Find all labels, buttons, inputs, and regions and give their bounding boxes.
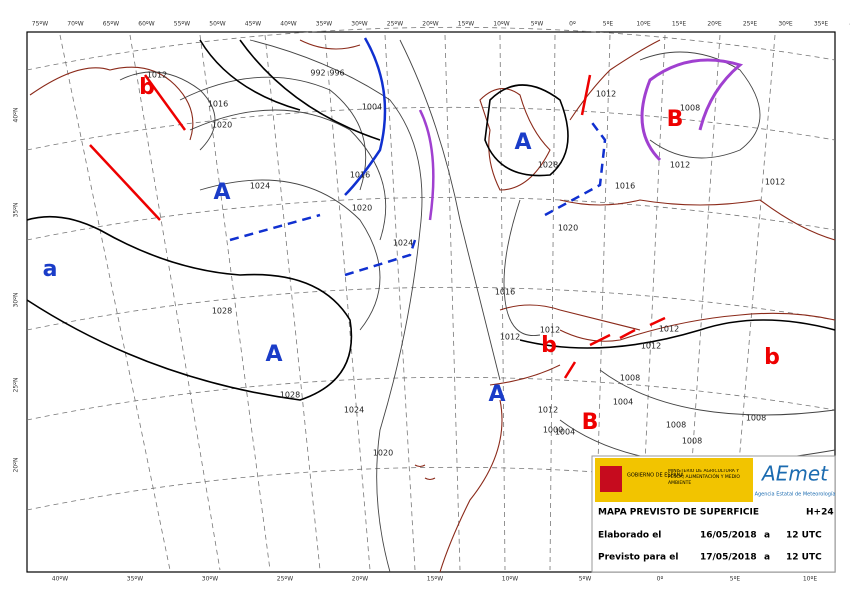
latitude: 35ºN xyxy=(13,203,20,218)
isobar-label: 1004 xyxy=(613,398,633,407)
info-box: GOBIERNO DE ESPAÑA MINISTERIO DE AGRICUL… xyxy=(592,456,835,572)
bottom-longitude: 30ºW xyxy=(202,576,218,583)
info-title: MAPA PREVISTO DE SUPERFICIE xyxy=(598,508,759,518)
top-longitude: 30ºE xyxy=(778,21,792,28)
isobar-label: 1020 xyxy=(558,224,578,233)
isobar-label: 1024 xyxy=(250,182,270,191)
isobar-label: 1020 xyxy=(352,204,372,213)
latitude: 20ºN xyxy=(13,458,20,473)
isobar-label: 1004 xyxy=(362,103,382,112)
isobar-label: 1012 xyxy=(659,325,679,334)
latitude: 40ºN xyxy=(13,108,20,123)
row-sep: a xyxy=(764,553,770,563)
top-longitude: 70ºW xyxy=(67,21,83,28)
bottom-longitude: 40ºW xyxy=(52,576,68,583)
bottom-longitude: 25ºW xyxy=(277,576,293,583)
isobar-label: 1024 xyxy=(393,239,413,248)
top-longitude: 20ºE xyxy=(707,21,721,28)
pressure-center: A xyxy=(213,180,230,205)
pressure-center: A xyxy=(514,130,531,155)
isobar-label: 1012 xyxy=(538,406,558,415)
top-longitude: 25ºE xyxy=(743,21,757,28)
top-longitude: 40ºW xyxy=(280,21,296,28)
isobar-label: 1008 xyxy=(680,104,700,113)
row-sep: a xyxy=(764,531,770,541)
top-longitude: 45ºW xyxy=(245,21,261,28)
top-longitude: 35ºW xyxy=(316,21,332,28)
top-longitude: 10ºE xyxy=(636,21,650,28)
bottom-longitude: 35ºW xyxy=(127,576,143,583)
isobar-label: 1028 xyxy=(212,307,232,316)
isobar-label: 1016 xyxy=(208,100,228,109)
isobar-label: 996 xyxy=(329,69,344,78)
isobar-label: 1012 xyxy=(147,71,167,80)
top-longitude: 10ºW xyxy=(493,21,509,28)
row-date: 16/05/2018 xyxy=(700,531,757,541)
isobar-label: 1016 xyxy=(350,171,370,180)
top-longitude: 75ºW xyxy=(32,21,48,28)
bottom-longitude: 5ºW xyxy=(579,576,592,583)
isobar-label: 1008 xyxy=(682,437,702,446)
isobar-label: 992 xyxy=(310,69,325,78)
isobar-label: 1024 xyxy=(344,406,364,415)
latitude: 25ºN xyxy=(13,378,20,393)
isobar-label: 1008 xyxy=(666,421,686,430)
isobar-label: 1016 xyxy=(495,288,515,297)
isobar-label: 1020 xyxy=(373,449,393,458)
row-label: Previsto para el xyxy=(598,553,678,563)
isobar-label: 1012 xyxy=(765,178,785,187)
pressure-center: b xyxy=(764,345,780,370)
top-longitude: 15ºE xyxy=(672,21,686,28)
ministry-box: MINISTERIO DE AGRICULTURA Y PESCA, ALIME… xyxy=(668,469,752,491)
top-longitude: 35ºE xyxy=(814,21,828,28)
row-time: 12 UTC xyxy=(786,553,822,563)
isobar-label: 1012 xyxy=(540,326,560,335)
bottom-longitude: 10ºW xyxy=(502,576,518,583)
top-longitude: 30ºW xyxy=(351,21,367,28)
pressure-center: A xyxy=(488,382,505,407)
bottom-longitude: 10ºE xyxy=(803,576,817,583)
pressure-center: a xyxy=(43,257,58,282)
coat-of-arms xyxy=(600,466,622,492)
agency-logo: AEmet xyxy=(760,462,829,486)
bottom-longitude: 15ºW xyxy=(427,576,443,583)
top-longitude: 65ºW xyxy=(103,21,119,28)
isobar-label: 1012 xyxy=(596,90,616,99)
pressure-center: B xyxy=(582,410,599,435)
top-longitude: 25ºW xyxy=(387,21,403,28)
isobar-label: 1016 xyxy=(615,182,635,191)
top-longitude: 20ºW xyxy=(422,21,438,28)
top-longitude: 55ºW xyxy=(174,21,190,28)
top-longitude: 0º xyxy=(569,21,576,28)
bottom-longitude: 5ºE xyxy=(730,576,741,583)
isobar-label: 1012 xyxy=(670,161,690,170)
top-longitude: 50ºW xyxy=(209,21,225,28)
bottom-longitude: 20ºW xyxy=(352,576,368,583)
top-longitude: 15ºW xyxy=(458,21,474,28)
lead-time: H+24 xyxy=(806,508,834,518)
latitude: 30ºN xyxy=(13,293,20,308)
isobar-label: 1012 xyxy=(500,333,520,342)
isobar-label: 1004 xyxy=(555,428,575,437)
row-date: 17/05/2018 xyxy=(700,553,757,563)
isobar-label: 1028 xyxy=(538,161,558,170)
top-longitude: 5ºE xyxy=(603,21,614,28)
pressure-center: b xyxy=(541,333,557,358)
pressure-center: A xyxy=(265,342,282,367)
isobar-label: 1008 xyxy=(620,374,640,383)
bottom-longitude: 0º xyxy=(657,576,664,583)
row-time: 12 UTC xyxy=(786,531,822,541)
agency-name: Agencia Estatal de Meteorología xyxy=(755,491,836,498)
top-longitude: 5ºW xyxy=(531,21,544,28)
top-longitude: 60ºW xyxy=(138,21,154,28)
isobar-label: 1020 xyxy=(212,121,232,130)
isobar-label: 1028 xyxy=(280,391,300,400)
ministry-name: MINISTERIO DE AGRICULTURA Y PESCA, ALIME… xyxy=(668,469,752,487)
row-label: Elaborado el xyxy=(598,531,661,541)
isobar-label: 1012 xyxy=(641,342,661,351)
isobar-label: 1008 xyxy=(746,414,766,423)
